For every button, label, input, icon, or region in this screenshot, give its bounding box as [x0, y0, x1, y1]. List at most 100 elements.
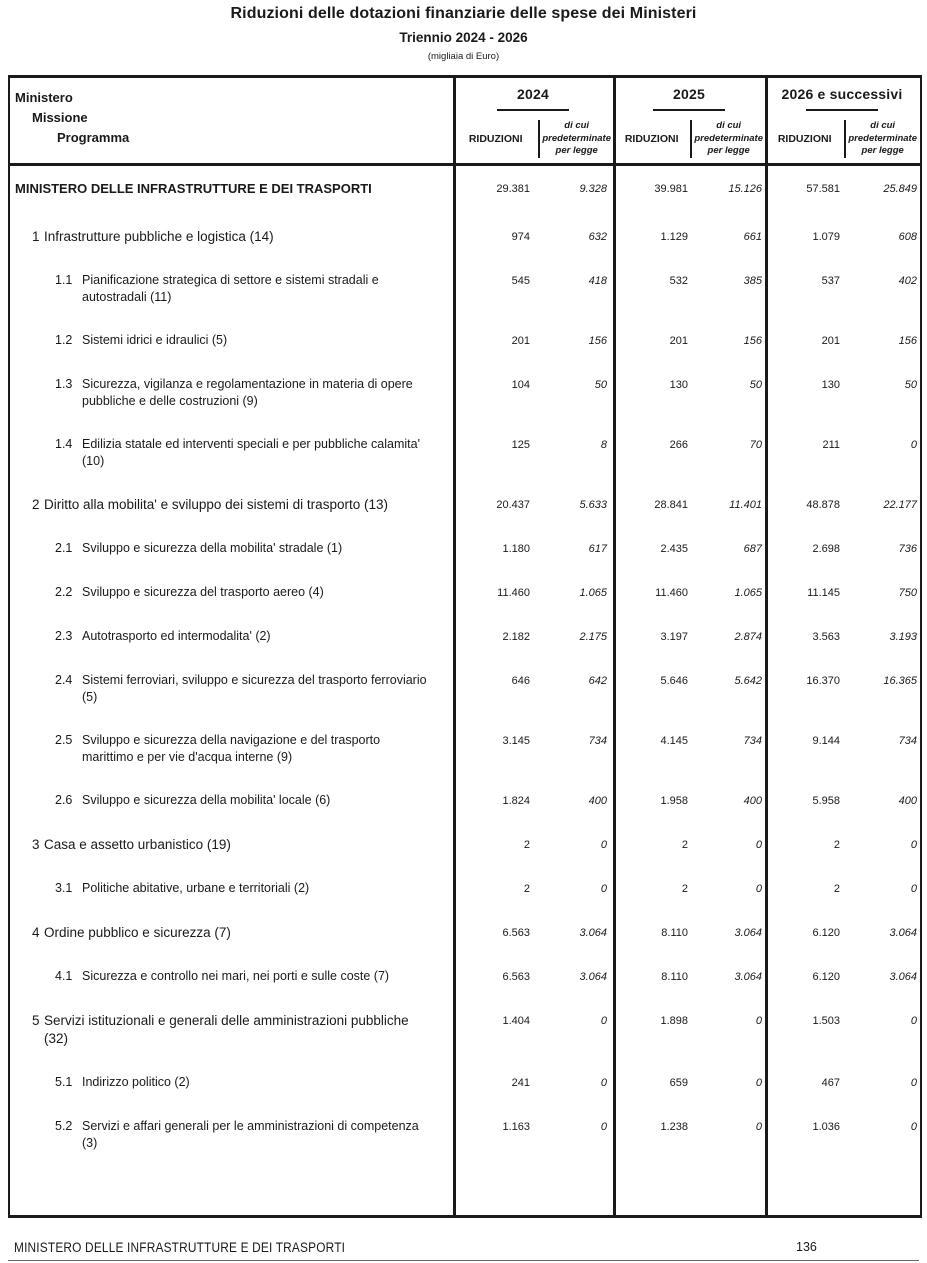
- cell-value: 532: [669, 275, 688, 287]
- cell-value: 2.182: [502, 631, 530, 643]
- cell-value: 402: [898, 275, 917, 287]
- row-label: Autotrasporto ed intermodalita' (2): [82, 629, 271, 643]
- row-description: 2.5 Sviluppo e sicurezza della navigazio…: [10, 732, 453, 766]
- cell-value: 211: [822, 439, 840, 451]
- cell-value: 1.958: [660, 795, 688, 807]
- table-row: 2.3 Autotrasporto ed intermodalita' (2) …: [10, 628, 920, 646]
- row-number: 3.1: [55, 881, 73, 895]
- row-description: 1.2 Sistemi idrici e idraulici (5): [10, 332, 453, 349]
- row-label: Politiche abitative, urbane e territoria…: [82, 881, 310, 895]
- row-number: 2.1: [55, 541, 73, 555]
- row-number: 1.1: [55, 273, 73, 287]
- cell-value: 646: [511, 675, 530, 687]
- row-label: Diritto alla mobilita' e sviluppo dei si…: [44, 497, 388, 512]
- cell-value: 3.064: [734, 971, 762, 983]
- cell-value: 0: [600, 1121, 607, 1133]
- row-description: 3.1 Politiche abitative, urbane e territ…: [10, 880, 453, 897]
- cell-value: 2.435: [660, 543, 688, 555]
- table-row: 1.3 Sicurezza, vigilanza e regolamentazi…: [10, 376, 920, 410]
- row-label: Sicurezza, vigilanza e regolamentazione …: [82, 377, 413, 408]
- row-number: 1.4: [55, 437, 73, 451]
- cell-value: 2: [681, 839, 688, 851]
- year-group-2024: 2024 RIDUZIONI di cui predeterminate per…: [453, 78, 613, 163]
- cell-value: 0: [755, 1015, 762, 1027]
- budget-table: Ministero Missione Programma 2024 RIDUZI…: [8, 75, 922, 1218]
- cell-value: 608: [898, 231, 917, 243]
- cell-value: 22.177: [883, 499, 917, 511]
- subcolumn-divider: [538, 120, 541, 158]
- hierarchy-header: Ministero Missione Programma: [10, 78, 453, 163]
- row-number: 1: [32, 229, 40, 244]
- row-label: Servizi e affari generali per le amminis…: [82, 1119, 419, 1150]
- table-row: MINISTERO DELLE INFRASTRUTTURE E DEI TRA…: [10, 180, 920, 198]
- row-number: 4.1: [55, 969, 73, 983]
- row-description: 2.4 Sistemi ferroviari, sviluppo e sicur…: [10, 672, 453, 706]
- table-row: 2.5 Sviluppo e sicurezza della navigazio…: [10, 732, 920, 766]
- table-row: 1.4 Edilizia statale ed interventi speci…: [10, 436, 920, 470]
- cell-value: 0: [600, 883, 607, 895]
- table-row: 3.1 Politiche abitative, urbane e territ…: [10, 880, 920, 898]
- cell-value: 2: [833, 883, 840, 895]
- predeterminate-header: di cui predeterminate per legge: [848, 120, 917, 157]
- row-label: Ordine pubblico e sicurezza (7): [44, 925, 231, 940]
- cell-value: 3.064: [889, 971, 917, 983]
- cell-value: 50: [749, 379, 762, 391]
- table-row: 5.2 Servizi e affari generali per le amm…: [10, 1118, 920, 1152]
- table-row: 2.6 Sviluppo e sicurezza della mobilita'…: [10, 792, 920, 810]
- table-row: 1.1 Pianificazione strategica di settore…: [10, 272, 920, 306]
- row-description: 1.1 Pianificazione strategica di settore…: [10, 272, 453, 306]
- row-label: Sviluppo e sicurezza della mobilita' loc…: [82, 793, 331, 807]
- row-number: 2.2: [55, 585, 73, 599]
- row-number: 2.4: [55, 673, 73, 687]
- cell-value: 1.824: [502, 795, 530, 807]
- cell-value: 20.437: [496, 499, 530, 511]
- year-label: 2025: [673, 86, 705, 102]
- cell-value: 0: [755, 839, 762, 851]
- row-number: 1.3: [55, 377, 73, 391]
- cell-value: 70: [749, 439, 762, 451]
- row-number: 2: [32, 497, 40, 512]
- cell-value: 1.065: [579, 587, 607, 599]
- row-label: Servizi istituzionali e generali delle a…: [44, 1013, 409, 1046]
- year-group-2026: 2026 e successivi RIDUZIONI di cui prede…: [765, 78, 919, 163]
- cell-value: 0: [600, 839, 607, 851]
- table-row: 2.4 Sistemi ferroviari, sviluppo e sicur…: [10, 672, 920, 706]
- cell-value: 1.079: [812, 231, 840, 243]
- cell-value: 6.120: [812, 927, 840, 939]
- cell-value: 8: [600, 439, 607, 451]
- table-row: 3 Casa e assetto urbanistico (19) 2 0 2 …: [10, 836, 920, 854]
- cell-value: 266: [669, 439, 688, 451]
- cell-value: 659: [669, 1077, 688, 1089]
- cell-value: 15.126: [728, 183, 762, 195]
- cell-value: 1.129: [660, 231, 688, 243]
- row-label: Pianificazione strategica di settore e s…: [82, 273, 379, 304]
- table-row: 1.2 Sistemi idrici e idraulici (5) 201 1…: [10, 332, 920, 350]
- row-description: 1.3 Sicurezza, vigilanza e regolamentazi…: [10, 376, 453, 410]
- row-number: 2.6: [55, 793, 73, 807]
- cell-value: 0: [755, 883, 762, 895]
- column-divider: [453, 78, 456, 1215]
- cell-value: 29.381: [496, 183, 530, 195]
- cell-value: 11.145: [807, 587, 840, 599]
- cell-value: 1.503: [812, 1015, 840, 1027]
- cell-value: 16.365: [883, 675, 917, 687]
- cell-value: 2.175: [579, 631, 607, 643]
- header-missione: Missione: [32, 110, 88, 125]
- cell-value: 11.460: [497, 587, 530, 599]
- cell-value: 0: [600, 1077, 607, 1089]
- cell-value: 201: [821, 335, 840, 347]
- row-description: 2.1 Sviluppo e sicurezza della mobilita'…: [10, 540, 453, 557]
- cell-value: 3.193: [889, 631, 917, 643]
- cell-value: 3.145: [502, 735, 530, 747]
- cell-value: 201: [511, 335, 530, 347]
- row-label: Edilizia statale ed interventi speciali …: [82, 437, 420, 468]
- cell-value: 1.404: [502, 1015, 530, 1027]
- cell-value: 0: [910, 839, 917, 851]
- cell-value: 2: [681, 883, 688, 895]
- cell-value: 0: [910, 883, 917, 895]
- row-number: 2.3: [55, 629, 73, 643]
- cell-value: 201: [669, 335, 688, 347]
- row-label: Casa e assetto urbanistico (19): [44, 837, 231, 852]
- cell-value: 734: [743, 735, 762, 747]
- cell-value: 0: [910, 439, 917, 451]
